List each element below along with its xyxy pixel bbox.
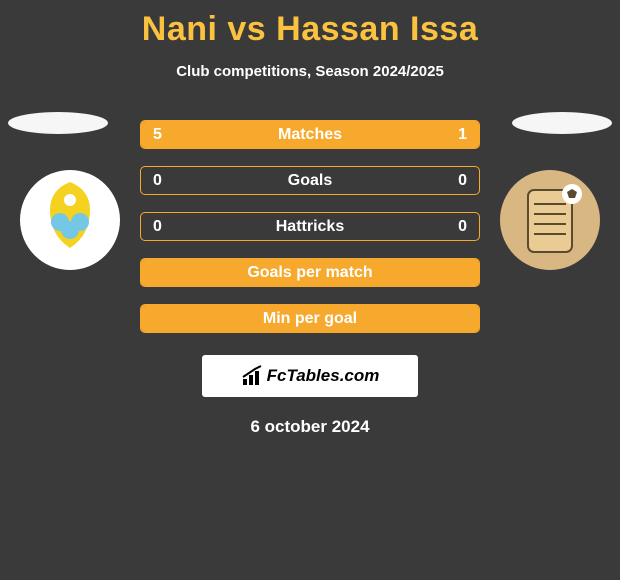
page-title: Nani vs Hassan Issa xyxy=(0,0,620,49)
stat-value-right: 0 xyxy=(458,218,467,236)
stat-value-left: 0 xyxy=(153,172,162,190)
stat-bar: Goals per match xyxy=(140,258,480,287)
stat-label: Goals per match xyxy=(141,264,479,282)
stat-label: Matches xyxy=(141,126,479,144)
stat-label: Goals xyxy=(141,172,479,190)
stat-bars: Matches51Goals00Hattricks00Goals per mat… xyxy=(140,120,480,333)
stat-label: Hattricks xyxy=(141,218,479,236)
stat-bar: Goals0 0 xyxy=(140,166,480,195)
stat-value-left: 0 xyxy=(153,218,162,236)
stat-value-right: 0 xyxy=(458,172,467,190)
brand-text: FcTables.com xyxy=(267,366,380,386)
comparison-stage: Matches51Goals00Hattricks00Goals per mat… xyxy=(0,120,620,333)
stat-value-right: 1 xyxy=(458,126,467,144)
club-badge-right xyxy=(500,170,600,270)
player-avatar-left xyxy=(8,112,108,134)
stat-bar: Matches5 1 xyxy=(140,120,480,149)
stat-label: Min per goal xyxy=(141,310,479,328)
brand-badge: FcTables.com xyxy=(202,355,418,397)
page-subtitle: Club competitions, Season 2024/2025 xyxy=(0,63,620,80)
snapshot-date: 6 october 2024 xyxy=(0,417,620,437)
stat-bar: Hattricks0 0 xyxy=(140,212,480,241)
stat-bar: Min per goal xyxy=(140,304,480,333)
player-avatar-right xyxy=(512,112,612,134)
club-badge-left xyxy=(20,170,120,270)
stat-value-left: 5 xyxy=(153,126,162,144)
